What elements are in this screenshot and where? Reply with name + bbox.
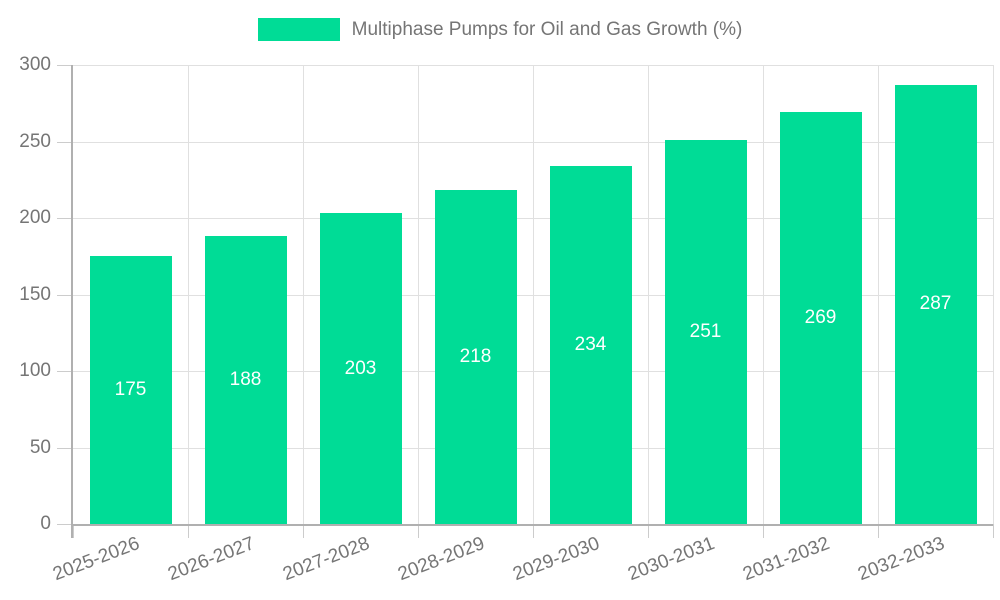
bar-value-label: 287 [919,293,952,315]
y-axis-tick-label: 150 [19,283,51,305]
x-axis-tick [72,524,74,538]
x-axis-tick [302,524,304,538]
bar-value-label: 188 [229,369,262,391]
x-axis-tick [762,524,764,538]
bar[interactable]: 218 [434,190,517,524]
y-axis-tick [57,65,71,66]
bar[interactable]: 287 [894,84,977,524]
bar-value-label: 218 [459,346,492,368]
legend-label: Multiphase Pumps for Oil and Gas Growth … [351,18,743,40]
y-axis-tick [57,371,71,372]
legend-item[interactable]: Multiphase Pumps for Oil and Gas Growth … [257,18,743,41]
bar[interactable]: 269 [779,112,862,524]
bar[interactable]: 188 [204,236,287,524]
gridline-vertical [187,65,189,524]
legend-swatch [257,18,340,41]
x-axis-tick [187,524,189,538]
bar[interactable]: 251 [664,139,747,524]
gridline-vertical [302,65,304,524]
bar-value-label: 175 [114,379,147,401]
gridline-vertical [647,65,649,524]
y-axis-tick [57,447,71,449]
y-axis-tick [57,524,71,525]
y-axis-tick [57,294,71,296]
y-axis-tick-label: 200 [19,207,51,228]
bar-value-label: 251 [689,320,722,342]
y-axis-tick [57,218,71,219]
y-axis-tick [57,141,71,143]
bar[interactable]: 203 [319,213,402,524]
x-axis-tick [647,524,649,538]
y-axis-tick-label: 100 [19,360,51,381]
x-axis-tick [532,524,534,538]
y-axis-line [71,65,73,538]
gridline-vertical [992,65,994,524]
gridline-vertical [877,65,879,524]
y-axis-tick-label: 250 [19,130,51,152]
bar-value-label: 269 [804,307,837,329]
bar[interactable]: 175 [89,256,172,524]
y-axis-tick-label: 50 [29,436,51,458]
gridline-vertical [532,65,534,524]
gridline-vertical [417,65,419,524]
plot-area: 0 50 100 150 200 250 300 175 2025-2026 188 2026-20… [19,54,994,585]
gridline-vertical [762,65,764,524]
x-axis-line [71,524,993,526]
y-axis-tick-label: 0 [40,513,51,534]
x-axis-tick [992,524,994,538]
bar-value-label: 203 [344,357,377,379]
x-axis-tick [877,524,879,538]
x-axis-tick [417,524,419,538]
bar[interactable]: 234 [549,165,632,524]
legend: Multiphase Pumps for Oil and Gas Growth … [0,18,1000,41]
y-axis-tick-label: 300 [19,54,51,75]
bar-value-label: 234 [574,333,607,355]
